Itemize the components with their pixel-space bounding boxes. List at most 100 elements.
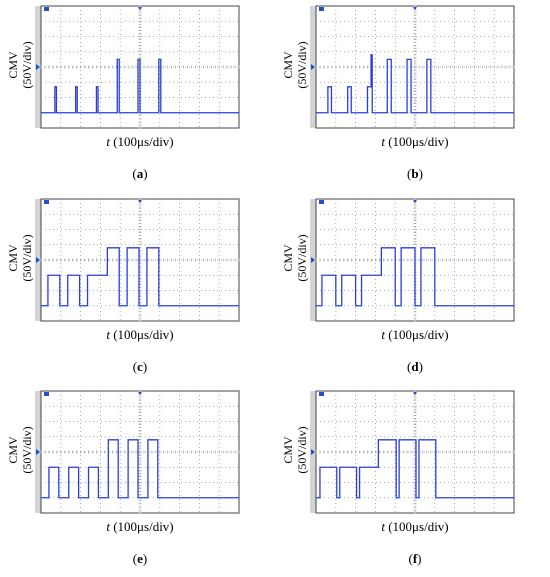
time-marker-icon xyxy=(138,200,142,203)
panel-tag-letter: b xyxy=(411,166,419,181)
plot-a xyxy=(35,5,240,129)
pulse-6 xyxy=(421,248,435,306)
y-label-line1: CMV xyxy=(6,436,20,464)
pulse-4 xyxy=(117,59,119,112)
pulse-2 xyxy=(76,87,78,113)
cmv-trace xyxy=(41,247,239,307)
pulse-7 xyxy=(427,59,431,112)
y-axis-label: CMV (50V/div) xyxy=(2,389,38,511)
panel-tag-letter: d xyxy=(411,359,419,374)
panel-tag: (e) xyxy=(132,551,148,566)
x-axis-label: t (100μs/div) xyxy=(40,519,240,535)
y-label-line1: CMV xyxy=(281,244,295,272)
y-label-line1: CMV xyxy=(281,436,295,464)
y-label-line2: (50V/div) xyxy=(20,41,34,89)
x-label-var: t xyxy=(381,519,385,534)
y-label-line1: CMV xyxy=(281,51,295,79)
pulse-4 xyxy=(108,440,118,498)
panel-c: CMV (50V/div) t (100μs/div) (c) xyxy=(0,193,275,385)
pulse-1 xyxy=(322,275,336,306)
pulse-2 xyxy=(68,275,80,306)
y-axis-label: CMV (50V/div) xyxy=(277,197,313,319)
ground-marker-icon xyxy=(311,257,315,263)
trigger-marker-icon xyxy=(319,7,324,11)
x-label-unit: (100μs/div) xyxy=(384,134,449,149)
ground-marker-icon xyxy=(36,257,40,263)
plot-b xyxy=(310,5,515,129)
cmv-trace xyxy=(316,247,514,307)
panel-tag-letter: c xyxy=(137,359,143,374)
pulse-1 xyxy=(49,467,59,498)
pulse-5 xyxy=(138,59,140,112)
cmv-trace xyxy=(316,439,514,499)
pulse-3 xyxy=(96,87,98,113)
panel-tag-letter: f xyxy=(412,551,418,566)
panel-e: CMV (50V/div) t (100μs/div) (e) xyxy=(0,385,275,577)
pulse-2 xyxy=(69,467,79,498)
ground-marker-icon xyxy=(311,449,315,455)
y-label-line2: (50V/div) xyxy=(295,234,309,282)
panel-a: CMV (50V/div) t (100μs/div) (a) xyxy=(0,0,275,192)
x-label-var: t xyxy=(381,327,385,342)
x-label-unit: (100μs/div) xyxy=(384,327,449,342)
y-label-line2: (50V/div) xyxy=(295,426,309,474)
y-label-line1: CMV xyxy=(6,244,20,272)
x-label-unit: (100μs/div) xyxy=(109,519,174,534)
pulse-3 xyxy=(88,275,100,306)
x-axis-label: t (100μs/div) xyxy=(40,327,240,343)
plot-c xyxy=(35,198,240,322)
time-marker-icon xyxy=(413,392,417,395)
pulse-5 xyxy=(399,440,416,498)
pulse-1 xyxy=(55,87,57,113)
pulse-4 xyxy=(371,55,372,113)
x-axis-label: t (100μs/div) xyxy=(315,327,515,343)
pulse-4 xyxy=(107,248,119,306)
panel-tag: (d) xyxy=(407,359,423,374)
panel-tag: (b) xyxy=(407,166,423,181)
pulse-5 xyxy=(387,59,391,112)
pulse-4 xyxy=(381,248,395,306)
trigger-marker-icon xyxy=(44,392,49,396)
time-marker-icon xyxy=(138,392,142,395)
x-label-unit: (100μs/div) xyxy=(384,519,449,534)
x-label-unit: (100μs/div) xyxy=(109,327,174,342)
ground-marker-icon xyxy=(311,64,315,70)
x-label-var: t xyxy=(106,519,110,534)
y-axis-label: CMV (50V/div) xyxy=(2,4,38,126)
panel-tag: (a) xyxy=(132,166,148,181)
trigger-marker-icon xyxy=(44,200,49,204)
pulse-6 xyxy=(407,59,411,112)
y-axis-label: CMV (50V/div) xyxy=(277,389,313,511)
trigger-marker-icon xyxy=(44,7,49,11)
x-label-var: t xyxy=(106,327,110,342)
pulse-3 xyxy=(360,467,377,498)
ground-marker-icon xyxy=(36,449,40,455)
pulse-1 xyxy=(48,275,60,306)
pulse-3 xyxy=(89,467,99,498)
panel-f: CMV (50V/div) t (100μs/div) (f) xyxy=(275,385,550,577)
pulse-6 xyxy=(419,440,436,498)
panel-d: CMV (50V/div) t (100μs/div) (d) xyxy=(275,193,550,385)
plot-d xyxy=(310,198,515,322)
panel-b: CMV (50V/div) t (100μs/div) (b) xyxy=(275,0,550,192)
y-label-line1: CMV xyxy=(6,51,20,79)
pulse-2 xyxy=(348,87,352,113)
time-marker-icon xyxy=(413,200,417,203)
plot-e xyxy=(35,390,240,514)
ground-marker-icon xyxy=(36,64,40,70)
plot-f xyxy=(310,390,515,514)
pulse-6 xyxy=(159,59,161,112)
cmv-trace xyxy=(41,439,239,499)
pulse-3 xyxy=(362,275,376,306)
pulse-2 xyxy=(342,275,356,306)
pulse-2 xyxy=(340,467,357,498)
x-label-var: t xyxy=(106,134,110,149)
panel-tag: (c) xyxy=(132,359,148,374)
pulse-6 xyxy=(148,440,158,498)
x-label-var: t xyxy=(381,134,385,149)
x-axis-label: t (100μs/div) xyxy=(40,134,240,150)
y-axis-label: CMV (50V/div) xyxy=(277,4,313,126)
y-label-line2: (50V/div) xyxy=(20,426,34,474)
pulse-4 xyxy=(379,440,396,498)
pulse-5 xyxy=(127,248,139,306)
